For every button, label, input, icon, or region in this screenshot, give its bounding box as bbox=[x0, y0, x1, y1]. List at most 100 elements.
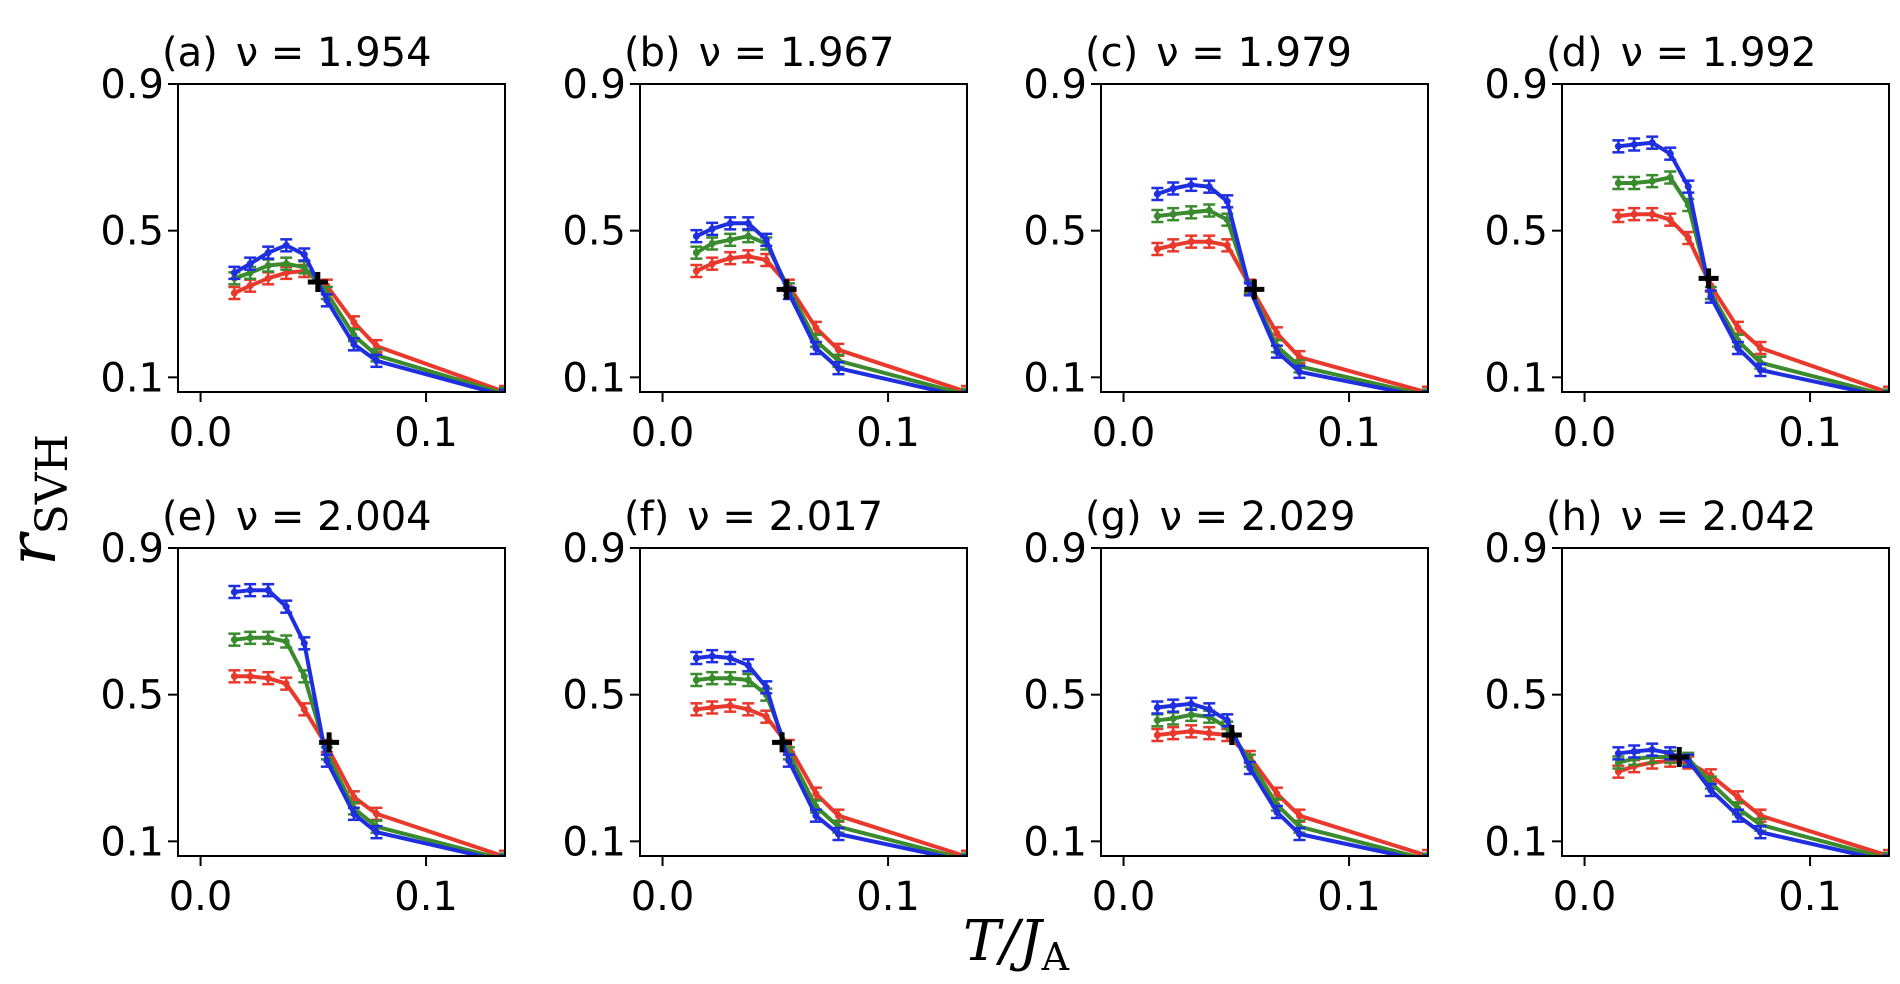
data-point-blue bbox=[1646, 135, 1659, 150]
data-point-red bbox=[1203, 725, 1216, 741]
plot-frame bbox=[1561, 547, 1890, 857]
data-point-red bbox=[1185, 724, 1198, 739]
data-point-blue bbox=[347, 806, 360, 822]
data-point-blue bbox=[742, 216, 755, 231]
data-point-green bbox=[690, 245, 703, 260]
data-point-blue bbox=[370, 353, 383, 369]
data-point-red bbox=[724, 698, 737, 713]
plot-frame bbox=[1100, 547, 1429, 857]
data-point-red bbox=[690, 263, 703, 279]
data-point-red bbox=[706, 256, 719, 271]
x-axis-title-sub: A bbox=[1041, 935, 1070, 979]
panel-nu: ν = 1.967 bbox=[699, 30, 895, 76]
data-point-green bbox=[262, 630, 275, 646]
data-point-blue bbox=[782, 753, 795, 768]
plot-area bbox=[1151, 696, 1428, 856]
y-tick-label: 0.5 bbox=[1484, 673, 1548, 719]
plot-area bbox=[228, 238, 505, 392]
data-point-blue bbox=[809, 808, 822, 823]
y-tick-label: 0.1 bbox=[1023, 819, 1087, 865]
data-point-blue bbox=[298, 636, 311, 651]
panel-title: (d) ν = 1.992 bbox=[1546, 30, 1816, 76]
plot-area bbox=[1151, 177, 1428, 392]
plot-area bbox=[690, 648, 967, 856]
data-point-blue bbox=[228, 265, 241, 281]
data-point-blue bbox=[1704, 289, 1717, 304]
plot-frame bbox=[1561, 83, 1890, 393]
x-tick-label: 0.1 bbox=[394, 874, 458, 920]
data-point-red bbox=[298, 702, 311, 717]
panel-title: (e) ν = 2.004 bbox=[162, 494, 432, 540]
crossing-point bbox=[1221, 725, 1242, 745]
data-point-blue bbox=[1167, 698, 1180, 713]
data-point-green bbox=[706, 236, 719, 251]
data-point-green bbox=[961, 852, 967, 856]
data-point-blue bbox=[298, 247, 311, 262]
data-point-blue bbox=[1612, 139, 1625, 154]
data-point-green bbox=[1203, 203, 1216, 218]
data-point-blue bbox=[1731, 340, 1744, 356]
y-tick-label: 0.1 bbox=[1484, 819, 1548, 865]
data-point-green bbox=[1646, 173, 1659, 189]
data-point-blue bbox=[244, 256, 257, 271]
data-point-blue bbox=[1883, 854, 1889, 856]
data-point-green bbox=[1221, 212, 1234, 227]
y-tick-label: 0.9 bbox=[1484, 62, 1548, 108]
data-point-blue bbox=[1270, 344, 1283, 359]
data-point-blue bbox=[1151, 700, 1164, 715]
data-point-blue bbox=[742, 658, 755, 673]
data-point-red bbox=[280, 676, 293, 691]
data-point-blue bbox=[690, 228, 703, 244]
x-tick-label: 0.1 bbox=[394, 410, 458, 456]
data-point-blue bbox=[1754, 824, 1767, 840]
x-axis-title-main: T/J bbox=[963, 909, 1045, 974]
x-tick-label: 0.1 bbox=[1778, 410, 1842, 456]
data-point-blue bbox=[320, 753, 333, 768]
data-point-green bbox=[1883, 388, 1889, 392]
series-line-red bbox=[234, 674, 505, 856]
x-tick-label: 0.0 bbox=[1092, 410, 1156, 456]
data-point-green bbox=[1185, 205, 1198, 220]
data-point-blue bbox=[499, 388, 505, 392]
data-point-blue bbox=[1628, 744, 1641, 759]
data-point-blue bbox=[1682, 179, 1695, 194]
crossing-point bbox=[776, 279, 797, 300]
data-point-blue bbox=[228, 584, 241, 600]
series-line-red bbox=[1617, 758, 1889, 856]
data-point-blue bbox=[370, 824, 383, 840]
data-point-blue bbox=[690, 650, 703, 666]
data-point-red bbox=[1167, 725, 1180, 741]
crossing-point bbox=[1669, 747, 1690, 767]
series-line-red bbox=[1156, 239, 1428, 392]
y-tick-label: 0.1 bbox=[562, 819, 626, 865]
y-tick-label: 0.9 bbox=[1484, 526, 1548, 572]
series-line-blue bbox=[696, 654, 951, 856]
data-point-blue bbox=[1612, 746, 1625, 761]
panel-label: (e) bbox=[162, 494, 218, 540]
panel-label: (h) bbox=[1546, 494, 1603, 540]
data-point-blue bbox=[1151, 186, 1164, 202]
series-line-red bbox=[1157, 729, 1428, 856]
data-point-blue bbox=[1664, 146, 1677, 161]
data-point-blue bbox=[1185, 177, 1198, 193]
data-point-green bbox=[706, 670, 719, 686]
y-tick-label: 0.9 bbox=[100, 62, 164, 108]
data-point-blue bbox=[1664, 746, 1677, 761]
data-point-red bbox=[228, 669, 241, 684]
y-tick-label: 0.1 bbox=[1484, 355, 1548, 401]
x-tick-label: 0.0 bbox=[631, 410, 695, 456]
crossing-point bbox=[319, 732, 340, 753]
plot-frame bbox=[639, 83, 968, 393]
series-line-blue bbox=[1156, 182, 1411, 392]
plot-frame bbox=[639, 547, 968, 857]
data-point-green bbox=[1422, 388, 1428, 392]
x-tick-label: 0.0 bbox=[631, 874, 695, 920]
data-point-green bbox=[690, 672, 703, 688]
plot-area bbox=[1612, 135, 1889, 392]
y-axis-title-sub: SVH bbox=[27, 434, 78, 534]
